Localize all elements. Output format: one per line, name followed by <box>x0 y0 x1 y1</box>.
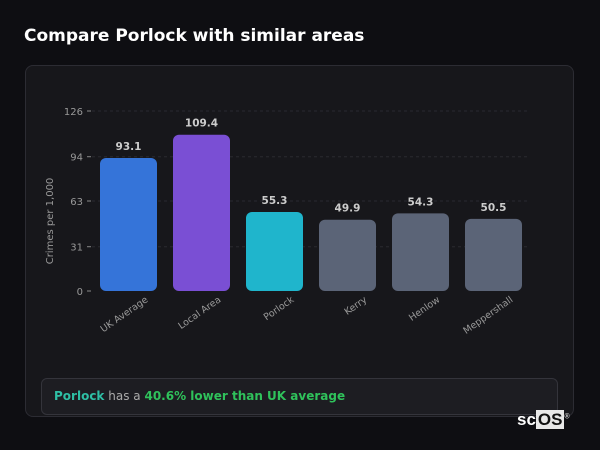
data-label: 55.3 <box>262 195 288 207</box>
logo: sc OS ® <box>517 410 570 429</box>
bar <box>246 212 303 291</box>
bar <box>173 134 230 291</box>
data-label: 54.3 <box>408 196 434 208</box>
summary-box: Porlock has a 40.6% lower than UK averag… <box>41 378 558 415</box>
x-tick-label: Local Area <box>176 294 223 331</box>
y-tick-label: 63 <box>70 197 83 208</box>
y-tick-label: 0 <box>77 287 83 298</box>
y-tick-label: 31 <box>70 243 83 254</box>
bar <box>100 158 157 291</box>
y-tick-label: 94 <box>70 153 83 164</box>
bar <box>319 219 376 291</box>
x-tick-label: Henlow <box>407 294 442 323</box>
page-title: Compare Porlock with similar areas <box>24 26 365 46</box>
summary-place: Porlock <box>54 389 105 403</box>
data-label: 50.5 <box>481 202 507 214</box>
summary-highlight: 40.6% lower than UK average <box>144 389 346 403</box>
summary-middle: has a <box>108 389 141 403</box>
bar <box>465 218 522 291</box>
data-label: 109.4 <box>185 118 218 130</box>
x-tick-label: Porlock <box>262 294 297 323</box>
data-label: 49.9 <box>335 203 361 215</box>
y-axis-label: Crimes per 1,000 <box>45 178 56 265</box>
y-tick-label: 126 <box>64 107 83 118</box>
bar <box>392 213 449 291</box>
x-tick-label: Meppershall <box>461 294 515 336</box>
x-tick-label: UK Average <box>99 294 151 335</box>
x-tick-label: Kerry <box>343 294 370 317</box>
data-label: 93.1 <box>116 141 142 153</box>
